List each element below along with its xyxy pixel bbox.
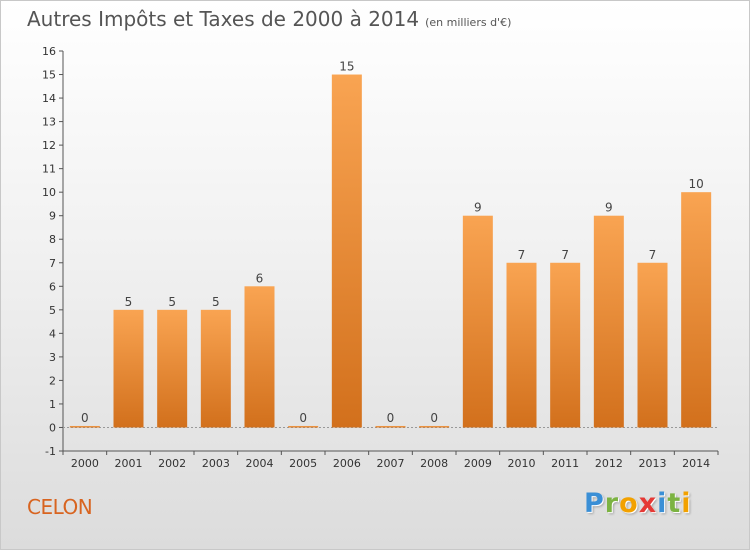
data-label: 0 <box>387 411 395 425</box>
bar <box>637 262 668 428</box>
data-label: 5 <box>212 295 220 309</box>
bar <box>288 425 319 428</box>
bar <box>419 425 450 428</box>
data-label: 5 <box>168 295 176 309</box>
x-tick-label: 2010 <box>508 457 536 470</box>
y-tick-label: 10 <box>42 186 56 199</box>
bar <box>113 309 144 428</box>
data-label: 10 <box>689 177 704 191</box>
chart-title: Autres Impôts et Taxes de 2000 à 2014 (en… <box>27 7 511 31</box>
y-tick-label: 6 <box>49 280 56 293</box>
data-label: 6 <box>256 271 264 285</box>
y-tick-label: 11 <box>42 163 56 176</box>
logo-letter: i <box>657 488 668 519</box>
bar <box>550 262 581 428</box>
data-label: 9 <box>605 201 613 215</box>
data-label: 0 <box>81 411 89 425</box>
x-tick-label: 2014 <box>682 457 710 470</box>
y-tick-label: 4 <box>49 327 56 340</box>
bar <box>462 215 493 428</box>
data-label: 15 <box>339 60 354 74</box>
chart-title-text: Autres Impôts et Taxes de 2000 à 2014 <box>27 7 420 31</box>
bar <box>506 262 537 428</box>
y-tick-label: 8 <box>49 233 56 246</box>
x-tick-label: 2011 <box>551 457 579 470</box>
logo-letter: i <box>681 488 692 519</box>
data-label: 7 <box>561 248 569 262</box>
y-tick-label: 12 <box>42 139 56 152</box>
x-tick-label: 2003 <box>202 457 230 470</box>
data-label: 9 <box>474 201 482 215</box>
y-tick-label: 7 <box>49 257 56 270</box>
bar <box>375 425 406 428</box>
y-tick-label: 13 <box>42 116 56 129</box>
proxiti-logo: Proxiti <box>584 488 692 519</box>
chart-subtitle: (en milliers d'€) <box>425 16 512 29</box>
y-tick-label: 3 <box>49 351 56 364</box>
x-tick-label: 2009 <box>464 457 492 470</box>
y-tick-label: 15 <box>42 69 56 82</box>
x-tick-label: 2005 <box>289 457 317 470</box>
bar <box>244 286 275 428</box>
y-tick-label: 2 <box>49 374 56 387</box>
logo-letter: t <box>667 488 682 519</box>
logo-letter: r <box>604 488 620 519</box>
logo-letter: o <box>619 488 639 519</box>
x-tick-label: 2013 <box>639 457 667 470</box>
y-tick-label: 9 <box>49 210 56 223</box>
logo-letter: x <box>638 488 658 519</box>
x-tick-label: 2004 <box>246 457 274 470</box>
bar <box>69 425 100 428</box>
x-tick-label: 2012 <box>595 457 623 470</box>
y-tick-label: 0 <box>49 421 56 434</box>
y-tick-label: 16 <box>42 45 56 58</box>
data-label: 5 <box>125 295 133 309</box>
bar <box>331 74 362 428</box>
bar <box>593 215 624 428</box>
data-label: 7 <box>518 248 526 262</box>
x-tick-label: 2001 <box>115 457 143 470</box>
y-tick-label: 5 <box>49 304 56 317</box>
bar <box>681 192 712 428</box>
data-label: 7 <box>649 248 657 262</box>
data-label: 0 <box>299 411 307 425</box>
commune-name: CELON <box>27 495 93 519</box>
x-tick-label: 2006 <box>333 457 361 470</box>
bar <box>157 309 188 428</box>
y-tick-label: 14 <box>42 92 56 105</box>
y-tick-label: -1 <box>45 445 56 458</box>
x-tick-label: 2000 <box>71 457 99 470</box>
x-tick-label: 2007 <box>377 457 405 470</box>
bar <box>200 309 231 428</box>
x-tick-label: 2008 <box>420 457 448 470</box>
y-tick-label: 1 <box>49 398 56 411</box>
data-label: 0 <box>430 411 438 425</box>
x-tick-label: 2002 <box>158 457 186 470</box>
logo-letter: P <box>584 488 605 519</box>
